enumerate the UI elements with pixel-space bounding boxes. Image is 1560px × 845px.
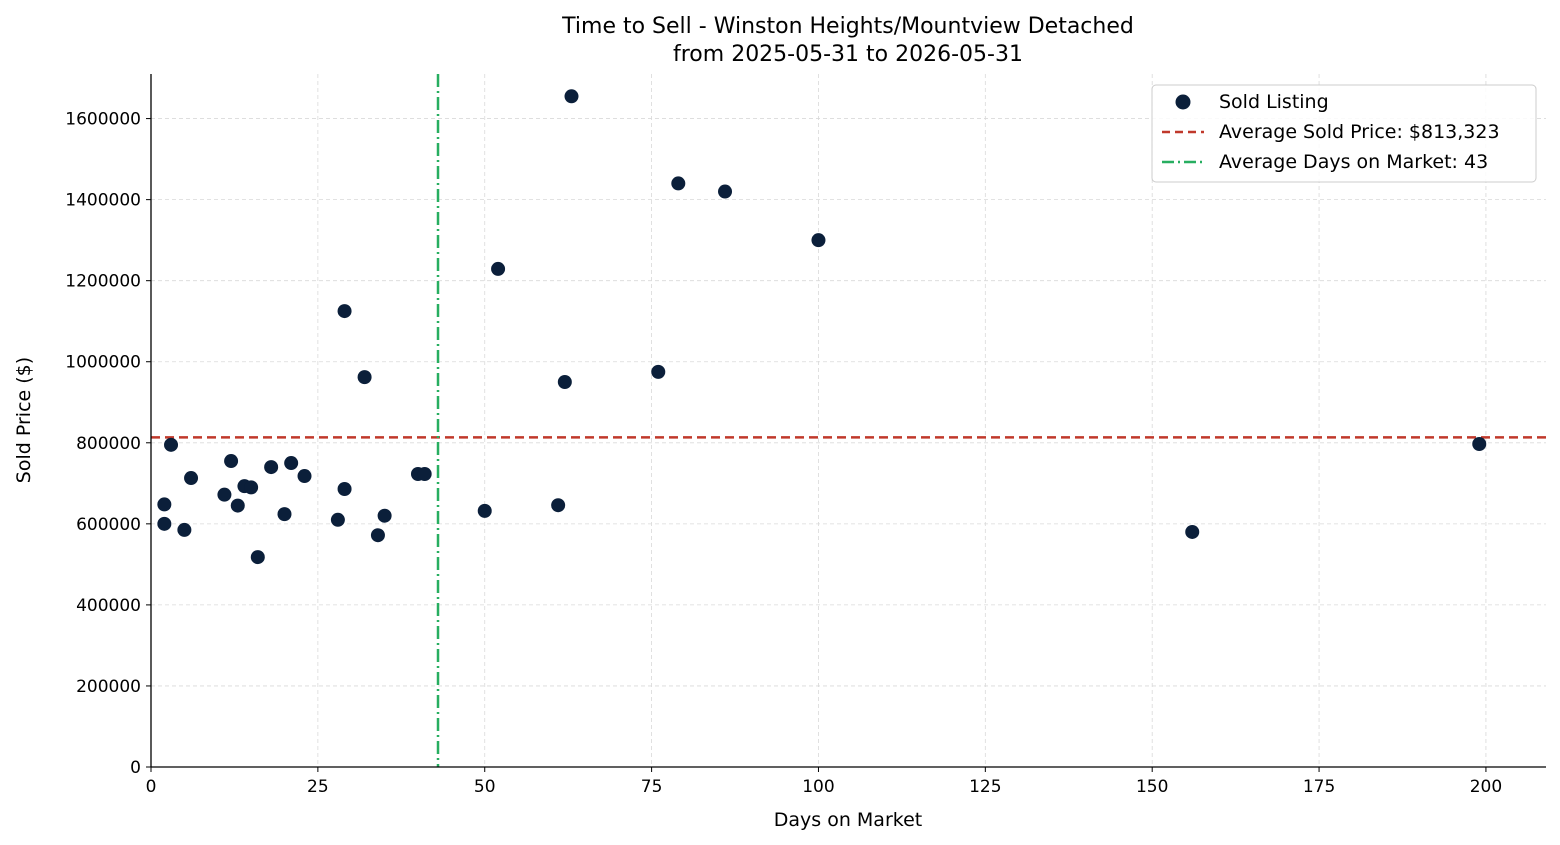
x-tick-label: 200 <box>1470 777 1502 797</box>
x-tick-label: 0 <box>146 777 157 797</box>
data-point-7 <box>230 498 245 513</box>
data-point-23 <box>477 503 492 518</box>
data-point-24 <box>491 261 506 276</box>
y-tick-label: 800000 <box>76 434 141 454</box>
legend: Sold Listing Average Sold Price: $813,32… <box>1151 84 1537 183</box>
data-point-13 <box>284 456 299 471</box>
data-point-4 <box>184 471 199 486</box>
data-point-5 <box>217 487 232 502</box>
data-point-2 <box>164 437 179 452</box>
y-tick-label: 200000 <box>76 677 141 697</box>
data-point-27 <box>564 89 579 104</box>
y-tick-label: 600000 <box>76 515 141 535</box>
data-point-30 <box>718 184 733 199</box>
data-point-31 <box>811 233 826 248</box>
data-point-22 <box>417 466 432 481</box>
x-tick-label: 125 <box>969 777 1001 797</box>
x-axis-ticks: 0 25 50 75 100 125 150 175 200 <box>146 767 1502 797</box>
y-tick-label: 1400000 <box>65 191 141 211</box>
data-point-33 <box>1472 437 1487 452</box>
data-point-29 <box>671 176 686 191</box>
x-tick-label: 25 <box>307 777 329 797</box>
data-point-16 <box>337 481 352 496</box>
data-point-1 <box>157 516 172 531</box>
data-point-9 <box>244 480 259 495</box>
data-point-12 <box>277 507 292 522</box>
reference-lines <box>151 74 1546 767</box>
data-point-19 <box>370 528 385 543</box>
legend-label-average-price: Average Sold Price: $813,323 <box>1219 121 1500 143</box>
data-point-3 <box>177 522 192 537</box>
data-point-0 <box>157 497 172 512</box>
legend-label-sold-listing: Sold Listing <box>1219 91 1329 113</box>
x-tick-label: 150 <box>1136 777 1168 797</box>
chart-subtitle: from 2025-05-31 to 2026-05-31 <box>673 42 1023 67</box>
chart-title: Time to Sell - Winston Heights/Mountview… <box>561 14 1134 39</box>
legend-label-average-days: Average Days on Market: 43 <box>1219 151 1488 173</box>
legend-marker-sold-listing <box>1175 94 1191 110</box>
axes <box>150 74 1546 768</box>
data-point-26 <box>557 375 572 389</box>
data-point-25 <box>551 498 566 513</box>
grid-lines <box>150 74 1546 768</box>
data-point-11 <box>264 460 279 475</box>
x-tick-label: 100 <box>802 777 834 797</box>
data-point-32 <box>1185 524 1200 539</box>
legend-box <box>1151 84 1537 183</box>
y-axis-ticks: 0 200000 400000 600000 800000 1000000 1200000 1… <box>65 110 151 778</box>
data-point-28 <box>651 364 666 379</box>
y-tick-label: 1000000 <box>65 353 141 373</box>
y-tick-label: 1200000 <box>65 272 141 292</box>
data-point-6 <box>224 454 239 469</box>
y-tick-label: 400000 <box>76 596 141 616</box>
data-point-18 <box>357 370 372 385</box>
data-point-15 <box>330 512 345 527</box>
x-axis-label: Days on Market <box>774 809 922 831</box>
data-point-10 <box>250 550 265 565</box>
data-point-20 <box>377 508 392 523</box>
y-tick-label: 0 <box>130 758 141 778</box>
y-axis-label: Sold Price ($) <box>13 357 35 483</box>
data-points <box>157 89 1487 565</box>
data-point-17 <box>337 304 352 319</box>
x-tick-label: 50 <box>474 777 496 797</box>
data-point-14 <box>297 469 312 484</box>
x-tick-label: 75 <box>641 777 663 797</box>
y-tick-label: 1600000 <box>65 110 141 130</box>
x-tick-label: 175 <box>1303 777 1335 797</box>
